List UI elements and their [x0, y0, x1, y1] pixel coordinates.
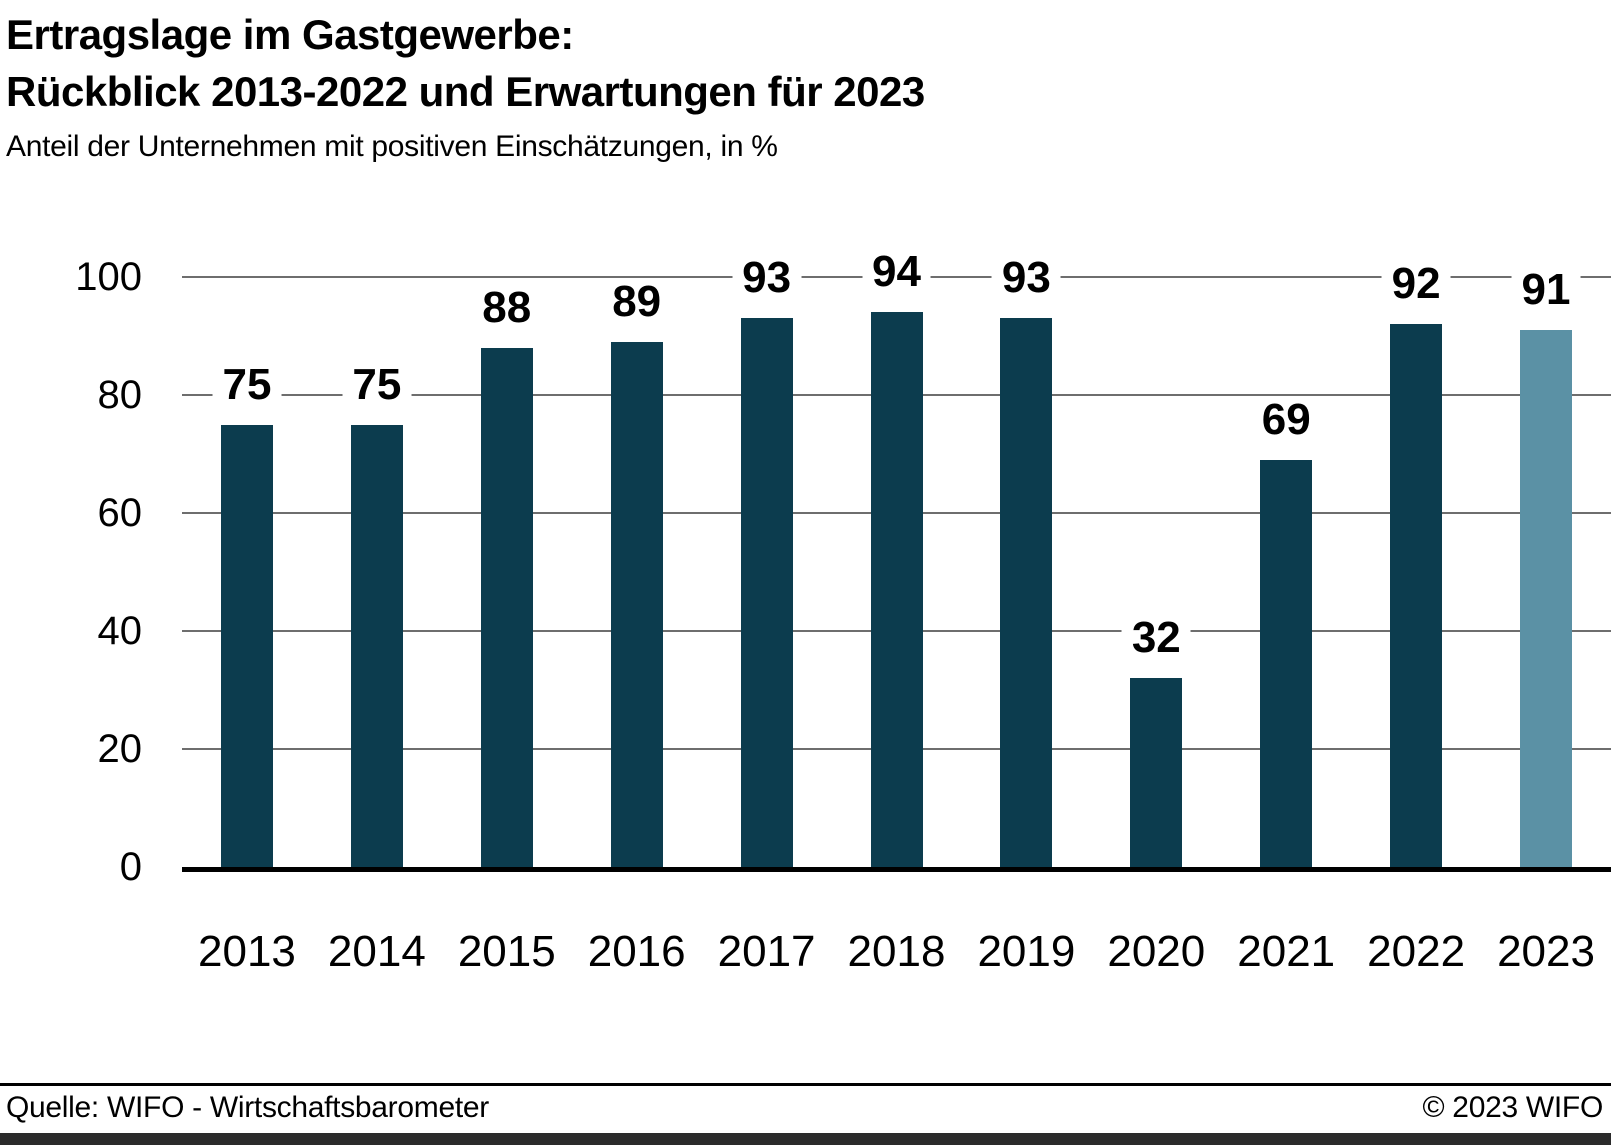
bar-value-label-2016: 89 [602, 277, 672, 326]
x-axis-label-2015: 2015 [457, 927, 556, 976]
bar-2020 [1130, 678, 1183, 867]
x-axis-line [182, 867, 1611, 872]
x-axis-label-2022: 2022 [1367, 927, 1466, 976]
x-axis-label-2018: 2018 [847, 927, 946, 976]
bar-value-label-2021: 69 [1251, 395, 1321, 444]
x-axis-label-2016: 2016 [587, 927, 686, 976]
bar-value-label-2023: 91 [1511, 266, 1581, 315]
bar-value-label-2020: 32 [1121, 614, 1191, 663]
bar-2014 [350, 424, 403, 867]
footer-divider [0, 1083, 1611, 1086]
bar-2013 [220, 424, 273, 867]
y-axis-tick-label: 100 [75, 255, 142, 299]
copyright-text: © 2023 WIFO [1422, 1091, 1603, 1124]
bar-2023 [1520, 330, 1573, 867]
bar-2021 [1260, 459, 1313, 867]
bar-2018 [870, 312, 923, 867]
x-axis-label-2020: 2020 [1107, 927, 1206, 976]
bottom-strip [0, 1133, 1611, 1145]
bar-value-label-2017: 93 [732, 254, 802, 303]
y-axis-tick-label: 40 [97, 609, 143, 653]
bar-2016 [610, 341, 663, 867]
x-axis-label-2013: 2013 [198, 927, 296, 976]
page-title: Ertragslage im Gastgewerbe: Rückblick 20… [6, 6, 925, 120]
chart-subtitle: Anteil der Unternehmen mit positiven Ein… [6, 130, 778, 163]
x-axis-label-2019: 2019 [977, 927, 1076, 976]
bar-2022 [1390, 324, 1443, 867]
bar-2019 [1000, 318, 1053, 867]
page-title-line1: Ertragslage im Gastgewerbe: [6, 11, 574, 58]
bar-value-label-2015: 88 [472, 283, 542, 332]
y-axis-tick-label: 60 [97, 491, 143, 535]
y-axis-tick-label: 0 [119, 845, 142, 889]
bar-value-label-2013: 75 [212, 360, 282, 409]
x-axis-label-2021: 2021 [1237, 927, 1336, 976]
source-text: Quelle: WIFO - Wirtschaftsbarometer [6, 1091, 489, 1124]
bar-value-label-2014: 75 [342, 360, 412, 409]
bar-value-label-2019: 93 [991, 254, 1061, 303]
bar-2015 [480, 347, 533, 867]
bar-2017 [740, 318, 793, 867]
y-axis-tick-label: 20 [97, 727, 143, 771]
bar-value-label-2022: 92 [1381, 260, 1451, 309]
bar-value-label-2018: 94 [862, 248, 931, 297]
y-axis-tick-label: 80 [97, 373, 143, 417]
page-title-line2: Rückblick 2013-2022 und Erwartungen für … [6, 68, 925, 115]
x-axis-label-2014: 2014 [327, 927, 426, 976]
x-axis-label-2017: 2017 [717, 927, 816, 976]
x-axis-label-2023: 2023 [1497, 927, 1595, 976]
